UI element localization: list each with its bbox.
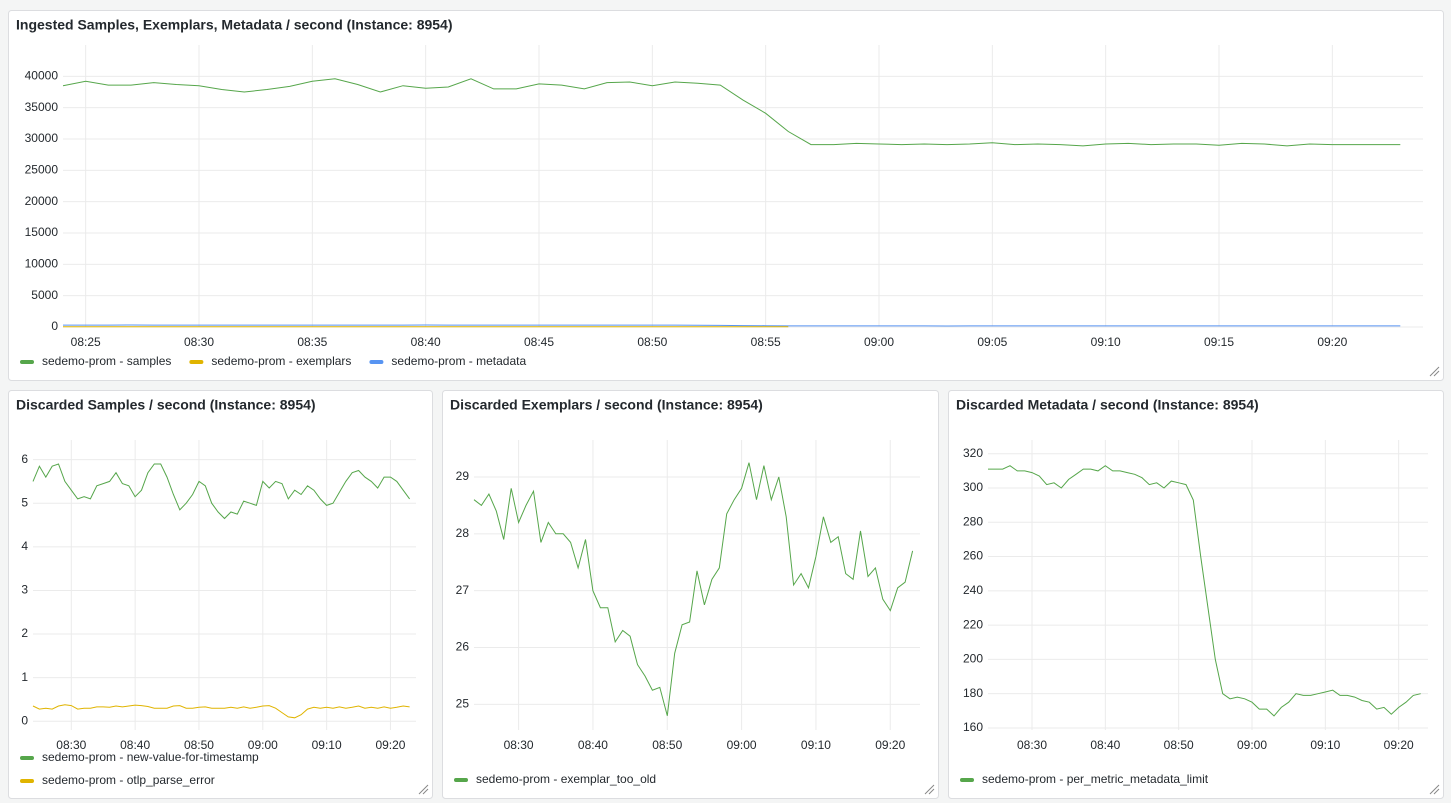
x-tick-label: 08:30 — [184, 335, 214, 349]
panel-title: Discarded Exemplars / second (Instance: … — [450, 397, 763, 413]
x-tick-label: 09:20 — [875, 738, 905, 752]
y-tick-label: 240 — [963, 583, 983, 597]
y-tick-label: 0 — [21, 713, 28, 727]
y-tick-label: 26 — [456, 640, 470, 654]
x-tick-label: 09:20 — [1384, 738, 1414, 752]
x-tick-label: 08:50 — [184, 738, 214, 752]
x-tick-label: 08:30 — [504, 738, 534, 752]
legend-label[interactable]: sedemo-prom - otlp_parse_error — [42, 773, 215, 787]
y-tick-label: 25 — [456, 697, 470, 711]
panel — [948, 390, 1444, 799]
legend-label[interactable]: sedemo-prom - new-value-for-timestamp — [42, 750, 259, 764]
y-tick-label: 29 — [456, 469, 470, 483]
y-tick-label: 10000 — [25, 257, 59, 271]
resize-handle[interactable] — [1429, 784, 1440, 795]
legend-swatch — [369, 360, 384, 364]
y-tick-label: 280 — [963, 514, 983, 528]
x-tick-label: 08:50 — [637, 335, 667, 349]
y-tick-label: 15000 — [25, 225, 59, 239]
x-tick-label: 09:00 — [727, 738, 757, 752]
y-tick-label: 300 — [963, 480, 983, 494]
x-tick-label: 08:30 — [56, 738, 86, 752]
y-tick-label: 5000 — [31, 288, 58, 302]
x-tick-label: 09:10 — [312, 738, 342, 752]
x-tick-label: 09:10 — [801, 738, 831, 752]
y-tick-label: 320 — [963, 446, 983, 460]
y-tick-label: 180 — [963, 686, 983, 700]
panel-title: Discarded Metadata / second (Instance: 8… — [956, 397, 1259, 413]
legend-swatch — [960, 778, 974, 782]
panel — [8, 10, 1444, 381]
x-tick-label: 09:20 — [1317, 335, 1347, 349]
series-line — [63, 324, 1401, 327]
y-tick-label: 35000 — [25, 100, 59, 114]
y-tick-label: 20000 — [25, 194, 59, 208]
x-tick-label: 09:20 — [375, 738, 405, 752]
x-tick-label: 09:15 — [1204, 335, 1234, 349]
x-tick-label: 09:00 — [1237, 738, 1267, 752]
series-line — [473, 462, 914, 716]
legend-label[interactable]: sedemo-prom - exemplar_too_old — [476, 772, 656, 786]
x-tick-label: 08:40 — [411, 335, 441, 349]
y-tick-label: 40000 — [25, 69, 59, 83]
y-tick-label: 2 — [21, 626, 28, 640]
y-tick-label: 3 — [21, 583, 28, 597]
y-tick-label: 27 — [456, 583, 470, 597]
x-tick-label: 08:40 — [1090, 738, 1120, 752]
series-line — [32, 463, 411, 520]
x-tick-label: 08:50 — [1164, 738, 1194, 752]
legend-swatch — [189, 360, 204, 364]
panel-title: Ingested Samples, Exemplars, Metadata / … — [16, 17, 453, 33]
series-line — [32, 704, 410, 719]
panel-title: Discarded Samples / second (Instance: 89… — [16, 397, 316, 413]
x-tick-label: 09:10 — [1091, 335, 1121, 349]
x-tick-label: 08:50 — [652, 738, 682, 752]
y-tick-label: 0 — [51, 319, 58, 333]
x-tick-label: 08:40 — [120, 738, 150, 752]
x-tick-label: 08:35 — [297, 335, 327, 349]
x-tick-label: 08:30 — [1017, 738, 1047, 752]
x-tick-label: 08:40 — [578, 738, 608, 752]
y-tick-label: 220 — [963, 617, 983, 631]
legend-swatch — [20, 779, 34, 783]
legend-swatch — [20, 756, 34, 760]
y-tick-label: 5 — [21, 495, 28, 509]
x-tick-label: 09:00 — [248, 738, 278, 752]
y-tick-label: 260 — [963, 549, 983, 563]
legend-label[interactable]: sedemo-prom - metadata — [391, 354, 526, 368]
y-tick-label: 25000 — [25, 163, 59, 177]
legend-swatch — [20, 360, 34, 364]
series-line — [988, 465, 1421, 717]
legend-label[interactable]: sedemo-prom - exemplars — [211, 354, 351, 368]
x-tick-label: 09:10 — [1310, 738, 1340, 752]
y-tick-label: 6 — [21, 452, 28, 466]
x-tick-label: 08:25 — [71, 335, 101, 349]
y-tick-label: 200 — [963, 652, 983, 666]
resize-handle[interactable] — [1429, 366, 1440, 377]
legend-label[interactable]: sedemo-prom - samples — [42, 354, 171, 368]
x-tick-label: 09:05 — [977, 335, 1007, 349]
y-tick-label: 1 — [21, 670, 28, 684]
x-tick-label: 09:00 — [864, 335, 894, 349]
legend-label[interactable]: sedemo-prom - per_metric_metadata_limit — [982, 772, 1209, 786]
resize-handle[interactable] — [418, 784, 429, 795]
resize-handle[interactable] — [924, 784, 935, 795]
y-tick-label: 28 — [456, 526, 470, 540]
x-tick-label: 08:45 — [524, 335, 554, 349]
y-tick-label: 30000 — [25, 131, 59, 145]
legend-swatch — [454, 778, 468, 782]
panel — [442, 390, 939, 799]
y-tick-label: 160 — [963, 720, 983, 734]
series-line — [62, 78, 1401, 147]
x-tick-label: 08:55 — [751, 335, 781, 349]
y-tick-label: 4 — [21, 539, 28, 553]
